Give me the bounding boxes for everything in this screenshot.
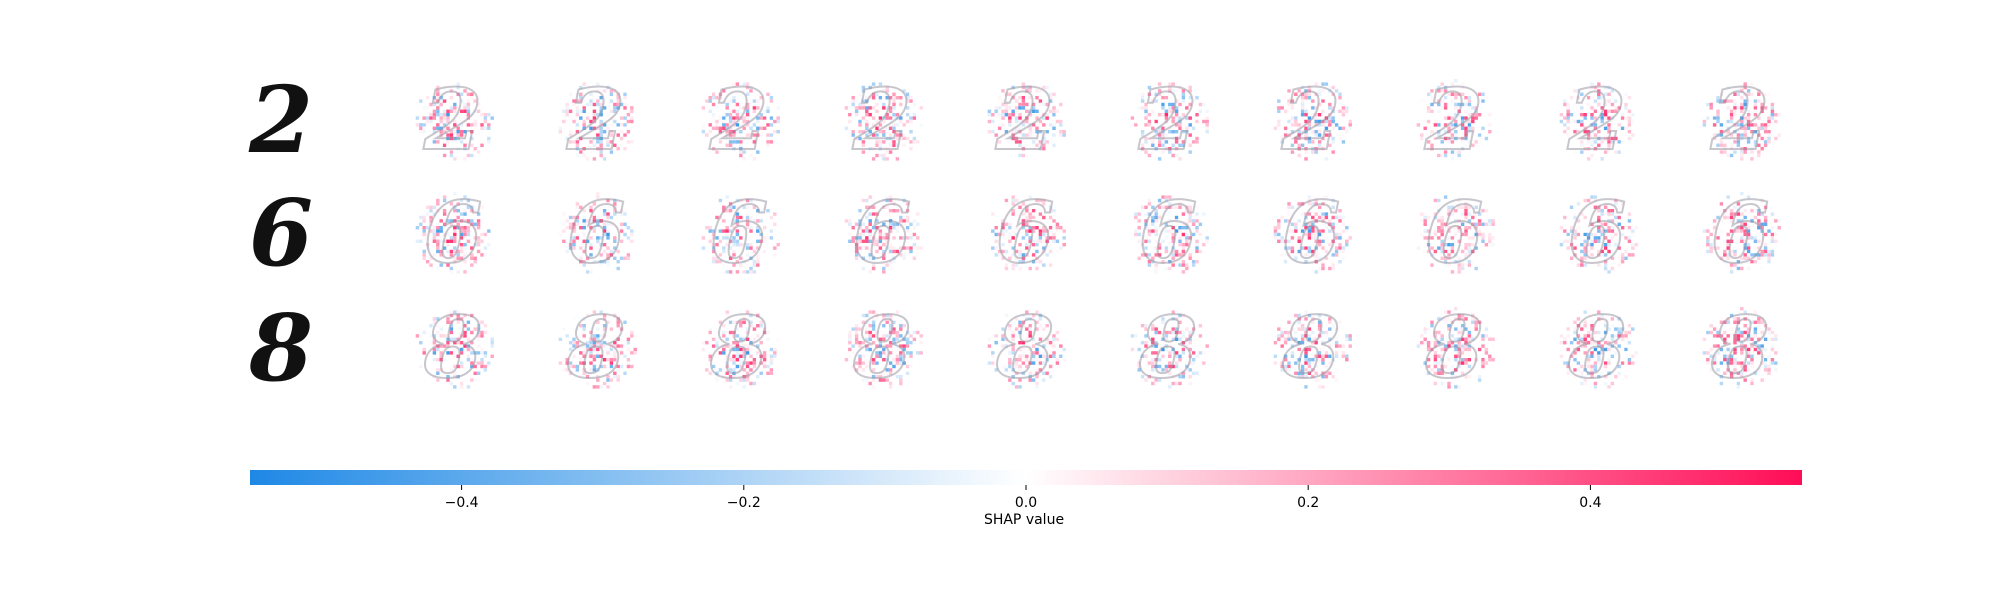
shap-map-row-8-class-0: 8 — [415, 297, 494, 398]
shap-map-row-8-class-2: 8 — [701, 297, 780, 398]
svg-text:8: 8 — [566, 298, 625, 397]
svg-text:8: 8 — [852, 298, 911, 397]
svg-text:6: 6 — [424, 183, 482, 282]
shap-map-row-2-class-5: 2 — [1130, 69, 1209, 170]
svg-text:8: 8 — [995, 298, 1054, 397]
shap-map-row-6-class-7: 6 — [1416, 182, 1495, 283]
shap-map-row-2-class-6: 2 — [1273, 69, 1352, 170]
shap-map-row-6-class-4: 6 — [987, 182, 1066, 283]
shap-map-row-2-class-4: 2 — [987, 69, 1066, 170]
shap-map-row-2-class-9: 2 — [1702, 69, 1781, 170]
colorbar-tick-label: −0.4 — [445, 495, 479, 511]
svg-text:8: 8 — [423, 298, 482, 397]
svg-text:6: 6 — [1568, 183, 1626, 282]
colorbar-ticks: −0.4 −0.2 0.0 0.2 0.4 — [445, 485, 1602, 511]
shap-map-row-8-class-3: 8 — [844, 297, 923, 398]
input-digit-2: 2 — [248, 66, 313, 174]
svg-text:6: 6 — [710, 183, 768, 282]
shap-map-row-2-class-0: 2 — [415, 69, 494, 170]
shap-map-row-6-class-3: 6 — [844, 182, 923, 283]
shap-map-row-2-class-7: 2 — [1416, 69, 1492, 170]
svg-text:8: 8 — [1424, 298, 1483, 397]
shap-map-row-8-class-5: 8 — [1130, 297, 1209, 398]
shap-map-row-6-class-1: 6 — [558, 182, 637, 283]
svg-text:6: 6 — [1139, 183, 1197, 282]
shap-map-row-6-class-9: 6 — [1702, 182, 1781, 283]
shap-map-row-2-class-3: 2 — [844, 69, 923, 170]
shap-map-row-2-class-2: 2 — [701, 69, 780, 170]
image-grid: 2 2 2 2 2 2 2 2 2 2 26 6 6 6 6 6 6 6 6 6 68 8 8 8 8 8 8 8 8 8 8 — [248, 66, 1781, 402]
svg-text:8: 8 — [1138, 298, 1197, 397]
shap-map-row-8-class-8: 8 — [1559, 297, 1638, 398]
svg-text:8: 8 — [709, 298, 768, 397]
svg-text:2: 2 — [423, 70, 482, 169]
colorbar-tick-label: 0.4 — [1579, 495, 1601, 511]
svg-text:6: 6 — [1711, 183, 1769, 282]
svg-text:2: 2 — [995, 70, 1054, 169]
svg-text:6: 6 — [996, 183, 1054, 282]
shap-map-row-2-class-8: 2 — [1559, 69, 1635, 170]
svg-text:6: 6 — [853, 183, 911, 282]
shap-map-row-6-class-8: 6 — [1559, 182, 1638, 283]
svg-text:2: 2 — [1424, 70, 1483, 169]
colorbar-label: SHAP value — [983, 512, 1065, 528]
shap-map-row-8-class-4: 8 — [987, 297, 1066, 398]
shap-map-row-8-class-7: 8 — [1416, 297, 1495, 398]
colorbar-tick-label: 0.0 — [1015, 495, 1037, 511]
input-digit-8: 8 — [248, 294, 313, 402]
colorbar — [250, 470, 1802, 485]
colorbar-tick-label: 0.2 — [1297, 495, 1319, 511]
svg-text:2: 2 — [1567, 70, 1626, 169]
colorbar-tick-label: −0.2 — [727, 495, 761, 511]
svg-text:6: 6 — [1282, 183, 1340, 282]
shap-map-row-8-class-1: 8 — [558, 297, 637, 398]
svg-text:2: 2 — [1281, 70, 1340, 169]
shap-map-row-8-class-6: 8 — [1273, 297, 1352, 398]
svg-text:6: 6 — [567, 183, 625, 282]
shap-map-row-6-class-5: 6 — [1134, 182, 1209, 283]
svg-text:2: 2 — [852, 70, 911, 169]
input-digit-6: 6 — [249, 179, 313, 287]
shap-map-row-2-class-1: 2 — [558, 69, 637, 170]
svg-text:2: 2 — [1138, 70, 1197, 169]
svg-text:2: 2 — [1710, 70, 1769, 169]
shap-map-row-8-class-9: 8 — [1702, 297, 1778, 398]
svg-text:2: 2 — [709, 70, 768, 169]
svg-text:6: 6 — [1425, 183, 1483, 282]
shap-map-row-6-class-0: 6 — [415, 182, 491, 283]
shap-map-row-6-class-6: 6 — [1273, 182, 1352, 283]
shap-map-row-6-class-2: 6 — [701, 182, 780, 283]
svg-text:2: 2 — [566, 70, 625, 169]
svg-text:8: 8 — [1281, 298, 1340, 397]
